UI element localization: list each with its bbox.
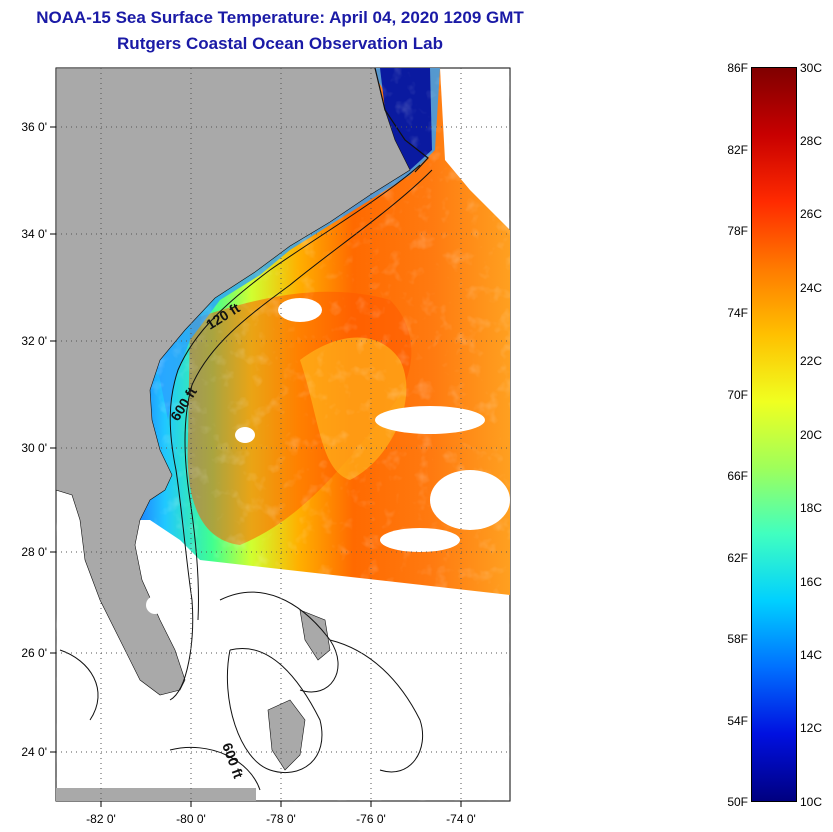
colorbar-label-10c: 10C: [800, 795, 823, 809]
colorbar-label-22c: 22C: [800, 354, 823, 368]
lat-tick-24: 24 0': [21, 745, 47, 759]
colorbar-label-12c: 12C: [800, 721, 823, 735]
lat-tick-32: 32 0': [21, 334, 47, 348]
colorbar-label-78f: 78F: [727, 224, 748, 238]
tick-marks: [50, 126, 462, 807]
colorbar-label-30c: 30C: [800, 61, 823, 75]
lon-tick-78: -78 0': [266, 812, 296, 826]
colorbar-label-18c: 18C: [800, 501, 823, 515]
colorbar-label-26c: 26C: [800, 207, 823, 221]
temperature-colorbar: [751, 67, 797, 802]
cuba-land: [56, 788, 256, 801]
colorbar-label-82f: 82F: [727, 143, 748, 157]
lon-tick-82: -82 0': [86, 812, 116, 826]
colorbar-label-16c: 16C: [800, 575, 823, 589]
map-content: [56, 68, 510, 801]
colorbar-label-62f: 62F: [727, 551, 748, 565]
map-subtitle: Rutgers Coastal Ocean Observation Lab: [117, 34, 443, 53]
lon-tick-76: -76 0': [356, 812, 386, 826]
lat-tick-28: 28 0': [21, 545, 47, 559]
colorbar-label-66f: 66F: [727, 469, 748, 483]
lat-tick-36: 36 0': [21, 120, 47, 134]
lat-tick-34: 34 0': [21, 227, 47, 241]
outer-banks: [374, 68, 429, 173]
bahamas-abaco: [299, 609, 331, 661]
lat-tick-26: 26 0': [21, 646, 47, 660]
colorbar-label-24c: 24C: [800, 281, 823, 295]
lake-okeechobee: [146, 596, 164, 614]
us-land: [56, 68, 411, 696]
colorbar-label-74f: 74F: [727, 306, 748, 320]
lon-tick-74: -74 0': [446, 812, 476, 826]
lon-tick-80: -80 0': [176, 812, 206, 826]
colorbar-label-14c: 14C: [800, 648, 823, 662]
map-title: NOAA-15 Sea Surface Temperature: April 0…: [36, 8, 524, 27]
colorbar-label-50f: 50F: [727, 795, 748, 809]
colorbar-label-58f: 58F: [727, 632, 748, 646]
colorbar-label-70f: 70F: [727, 388, 748, 402]
colorbar-label-20c: 20C: [800, 428, 823, 442]
colorbar-label-86f: 86F: [727, 61, 748, 75]
lat-tick-30: 30 0': [21, 441, 47, 455]
graticule: [56, 68, 510, 801]
bahamas-andros: [267, 699, 306, 771]
isobaths: [59, 164, 433, 791]
colorbar-label-28c: 28C: [800, 134, 823, 148]
colorbar-label-54f: 54F: [727, 714, 748, 728]
